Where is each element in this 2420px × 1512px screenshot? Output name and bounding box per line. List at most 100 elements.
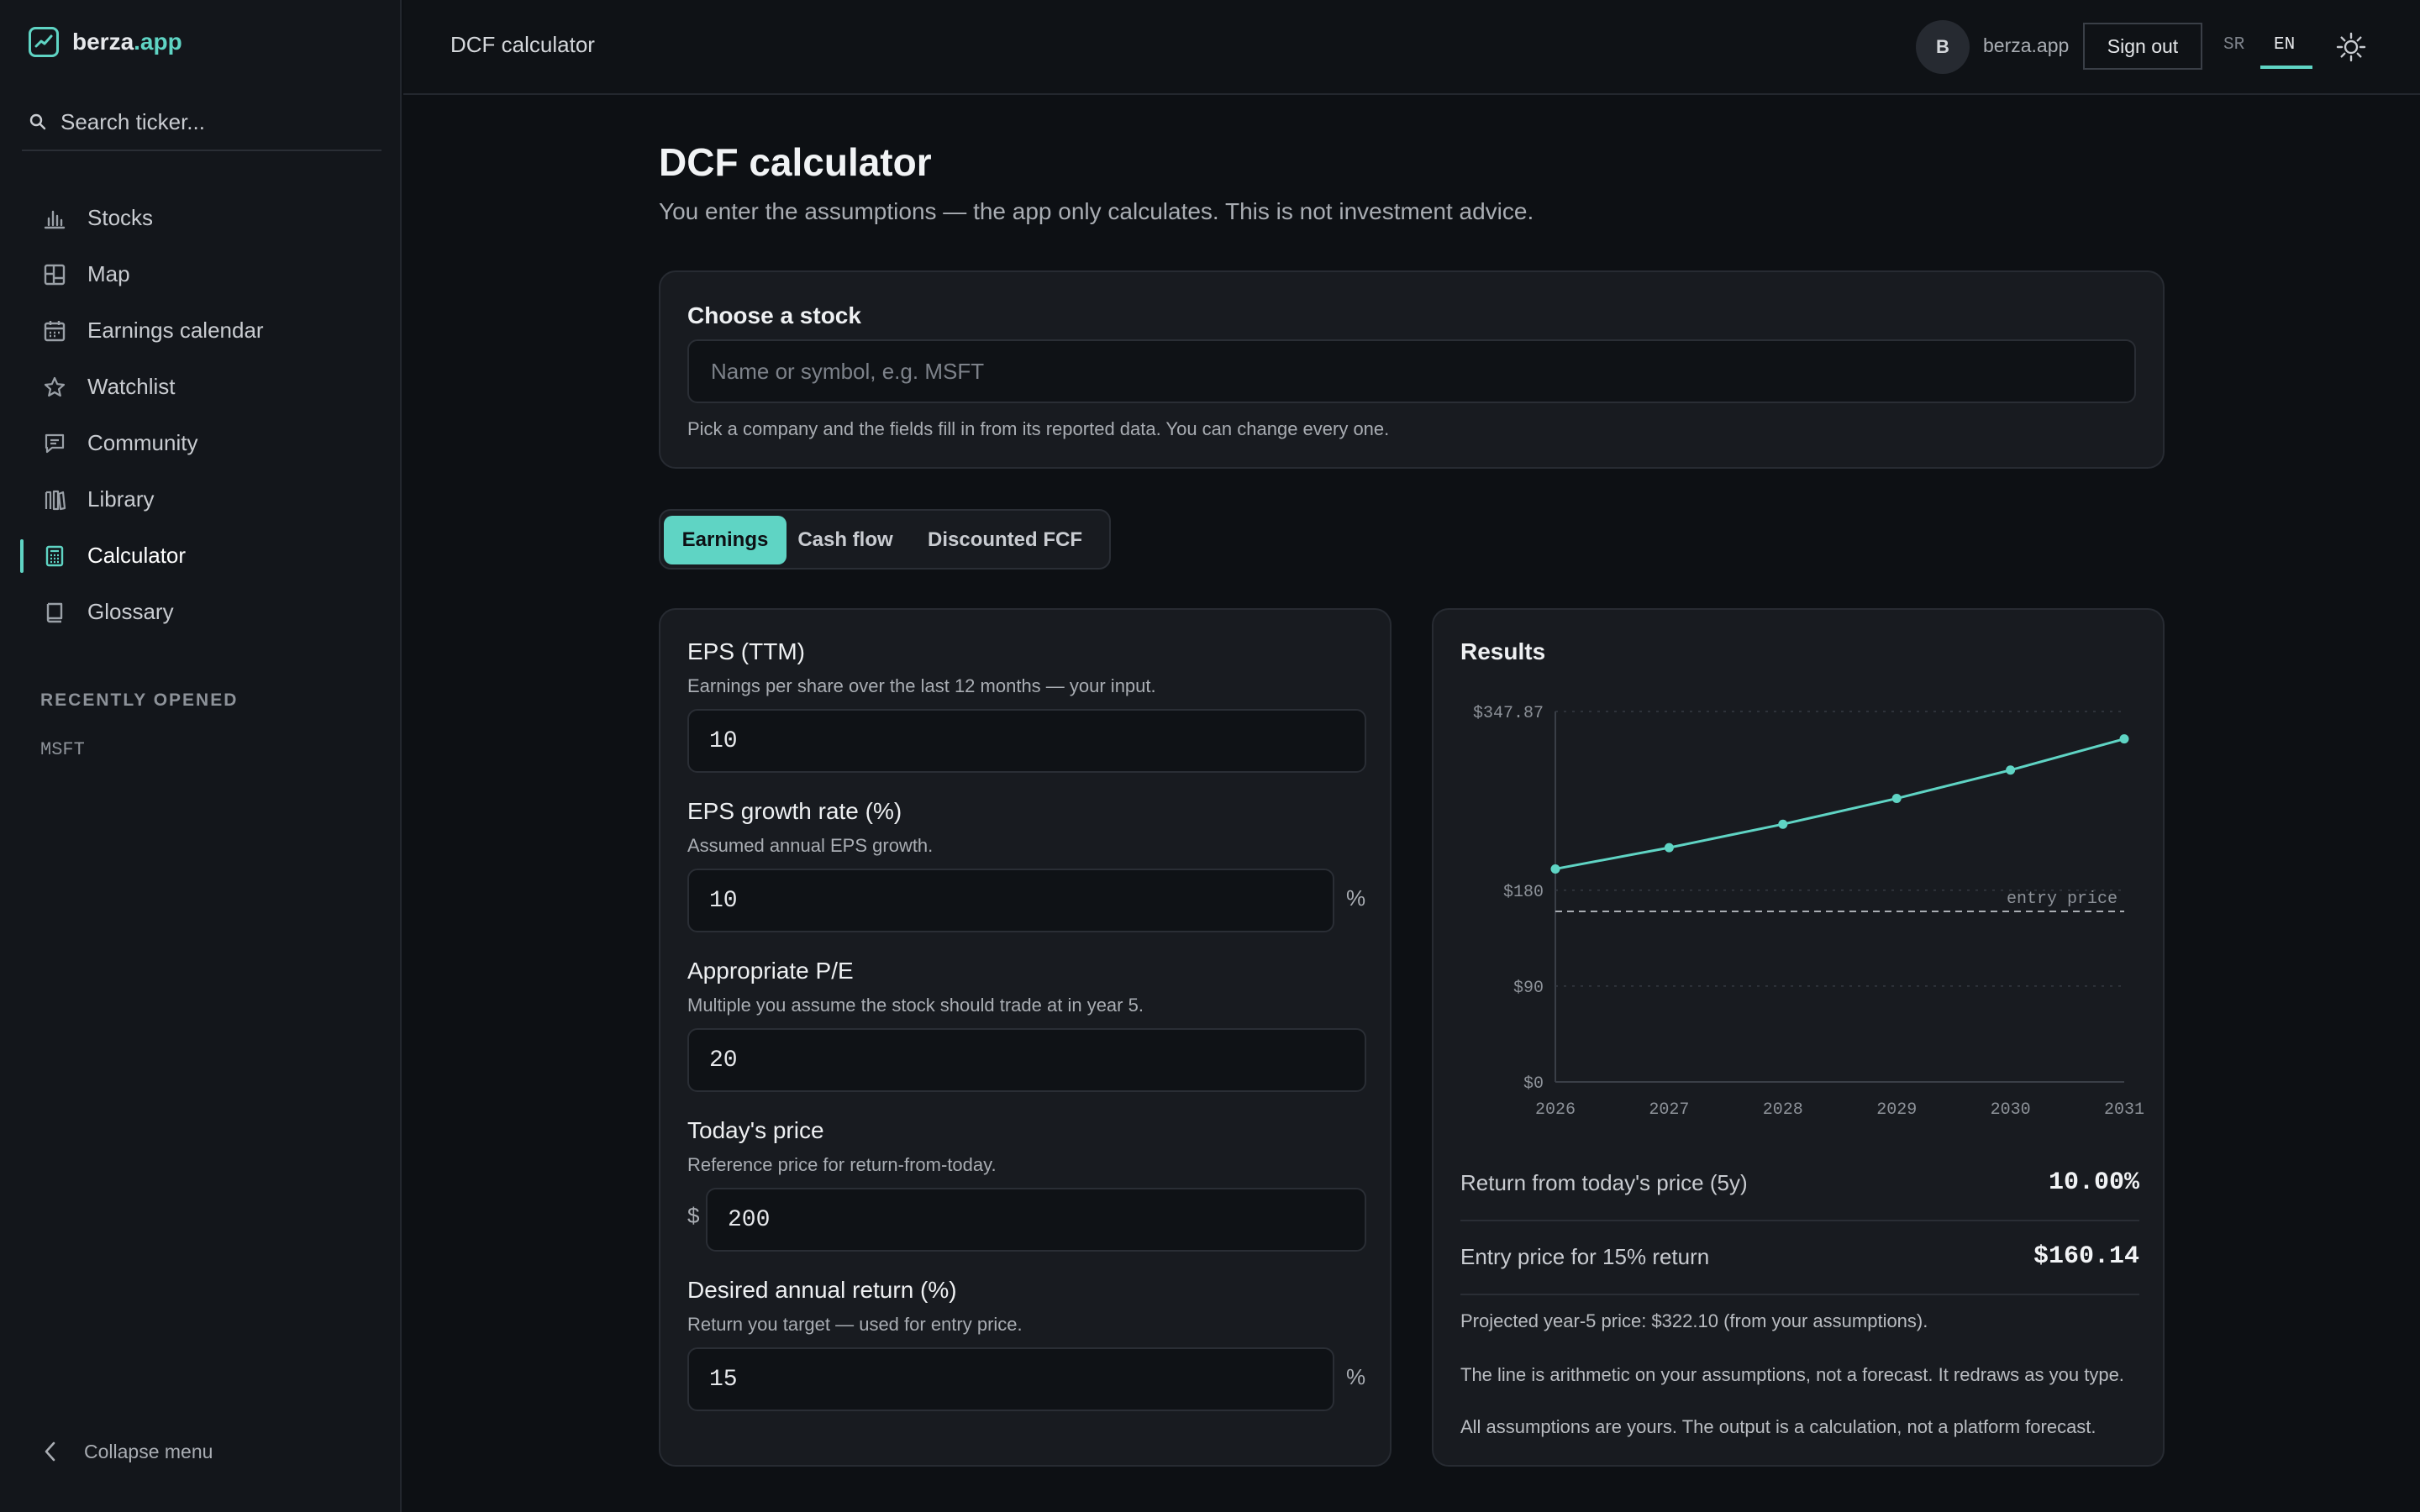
data-point <box>1664 843 1674 853</box>
eps-help: Earnings per share over the last 12 mont… <box>687 675 1156 696</box>
theme-toggle-sun-icon[interactable] <box>2334 30 2368 64</box>
return-input[interactable] <box>687 1347 1334 1411</box>
brand-logo-icon <box>29 27 59 57</box>
topbar-title: DCF calculator <box>450 32 595 57</box>
price-prefix: $ <box>687 1203 700 1228</box>
eps-label: EPS (TTM) <box>687 638 805 664</box>
sidebar-item-glossary[interactable]: Glossary <box>20 584 381 640</box>
collapse-menu-label: Collapse menu <box>84 1440 213 1462</box>
x-tick-label: 2029 <box>1876 1100 1917 1120</box>
line-note: The line is arithmetic on your assumptio… <box>1460 1364 2124 1385</box>
inputs-card: EPS (TTM) Earnings per share over the la… <box>659 608 1392 1467</box>
sidebar-item-community[interactable]: Community <box>20 415 381 471</box>
sidebar: berza.app Stocks Map Earnings calendar W… <box>0 0 402 1512</box>
return-suffix: % <box>1346 1364 1366 1389</box>
collapse-menu-button[interactable]: Collapse menu <box>42 1440 213 1463</box>
choose-stock-hint: Pick a company and the fields fill in fr… <box>687 418 1390 439</box>
data-point <box>1550 864 1560 874</box>
y-tick-label: $0 <box>1523 1074 1544 1094</box>
growth-suffix: % <box>1346 885 1366 911</box>
sidebar-item-watchlist[interactable]: Watchlist <box>20 359 381 415</box>
chevron-left-icon <box>45 1441 55 1462</box>
data-point <box>1891 794 1902 804</box>
sidebar-item-stocks[interactable]: Stocks <box>20 190 381 246</box>
sidebar-item-label: Community <box>87 430 198 455</box>
sidebar-item-library[interactable]: Library <box>20 471 381 528</box>
pe-label: Appropriate P/E <box>687 958 854 984</box>
price-label: Today's price <box>687 1117 824 1143</box>
data-point <box>2119 734 2129 744</box>
sidebar-item-label: Stocks <box>87 205 154 230</box>
recent-item[interactable]: MSFT <box>40 739 85 760</box>
data-point <box>1778 819 1788 829</box>
tab-cash-flow[interactable]: Cash flow <box>797 528 893 551</box>
return-result-label: Return from today's price (5y) <box>1460 1169 1748 1195</box>
return-help: Return you target — used for entry price… <box>687 1314 1023 1335</box>
data-point <box>2006 765 2016 775</box>
tab-discounted-fcf[interactable]: Discounted FCF <box>928 528 1082 551</box>
price-input[interactable] <box>706 1188 1366 1252</box>
books-icon <box>42 487 67 512</box>
top-bar: DCF calculator B berza.app Sign out SR E… <box>403 0 2420 95</box>
sidebar-item-label: Map <box>87 261 130 286</box>
results-card: Results $0 $90 $180 $347.87 2026 2027 2028 2029… <box>1432 608 2165 1467</box>
tab-earnings[interactable]: Earnings <box>664 516 786 564</box>
y-tick-label: $90 <box>1513 979 1544 998</box>
avatar[interactable]: B <box>1916 20 1970 74</box>
entry-result-row: Entry price for 15% return $160.14 <box>1460 1220 2139 1294</box>
lang-sr-button[interactable]: SR <box>2223 35 2245 55</box>
brand[interactable]: berza.app <box>29 27 182 57</box>
stock-search-input[interactable] <box>687 339 2136 403</box>
search-icon <box>29 113 46 130</box>
return-label: Desired annual return (%) <box>687 1277 957 1303</box>
calculator-tabs: Earnings Cash flow Discounted FCF <box>659 509 1111 570</box>
return-result-row: Return from today's price (5y) 10.00% <box>1460 1146 2139 1220</box>
pe-input[interactable] <box>687 1028 1366 1092</box>
series-line <box>1555 738 2125 870</box>
grid-map-icon <box>42 262 67 287</box>
calculator-icon <box>42 543 67 569</box>
price-projection-chart: $0 $90 $180 $347.87 2026 2027 2028 2029 2030 2031… <box>1473 704 2144 1120</box>
results-title: Results <box>1460 638 1546 664</box>
search-input[interactable] <box>60 108 363 135</box>
x-tick-label: 2031 <box>2104 1100 2144 1120</box>
entry-result-value: $160.14 <box>2033 1242 2139 1271</box>
page-title: DCF calculator <box>659 140 932 184</box>
recent-heading: RECENTLY OPENED <box>40 690 239 710</box>
star-icon <box>42 375 67 400</box>
sign-out-button[interactable]: Sign out <box>2083 23 2202 70</box>
pe-help: Multiple you assume the stock should tra… <box>687 995 1144 1016</box>
assumptions-note: All assumptions are yours. The output is… <box>1460 1416 2096 1437</box>
eps-input[interactable] <box>687 709 1366 773</box>
brand-name: berza.app <box>72 29 182 55</box>
sidebar-item-earnings-calendar[interactable]: Earnings calendar <box>20 302 381 359</box>
growth-help: Assumed annual EPS growth. <box>687 835 934 856</box>
lang-en-button[interactable]: EN <box>2274 35 2296 55</box>
x-tick-label: 2027 <box>1649 1100 1689 1120</box>
book-icon <box>42 600 67 625</box>
y-tick-label: $180 <box>1503 883 1544 902</box>
results-divider <box>1460 1294 2139 1295</box>
choose-stock-title: Choose a stock <box>687 302 861 328</box>
growth-label: EPS growth rate (%) <box>687 798 902 824</box>
x-tick-label: 2026 <box>1535 1100 1576 1120</box>
sidebar-nav: Stocks Map Earnings calendar Watchlist C… <box>20 190 381 640</box>
growth-input[interactable] <box>687 869 1334 932</box>
projected-price-note: Projected year-5 price: $322.10 (from yo… <box>1460 1310 1928 1331</box>
return-result-value: 10.00% <box>2048 1168 2139 1197</box>
user-name: berza.app <box>1983 34 2070 56</box>
sidebar-item-label: Calculator <box>87 543 187 568</box>
active-lang-indicator <box>2260 66 2312 69</box>
choose-stock-card: Choose a stock Pick a company and the fi… <box>659 270 2165 469</box>
brand-name-tld: .app <box>134 29 182 55</box>
sidebar-item-map[interactable]: Map <box>20 246 381 302</box>
search-box <box>22 94 381 151</box>
page-subtitle: You enter the assumptions — the app only… <box>659 198 1534 224</box>
chat-icon <box>42 431 67 456</box>
sidebar-item-label: Glossary <box>87 599 174 624</box>
x-tick-label: 2028 <box>1763 1100 1803 1120</box>
results-divider <box>1460 1220 2139 1221</box>
sidebar-item-label: Earnings calendar <box>87 318 264 343</box>
sidebar-item-calculator[interactable]: Calculator <box>20 528 381 584</box>
x-tick-label: 2030 <box>1991 1100 2031 1120</box>
